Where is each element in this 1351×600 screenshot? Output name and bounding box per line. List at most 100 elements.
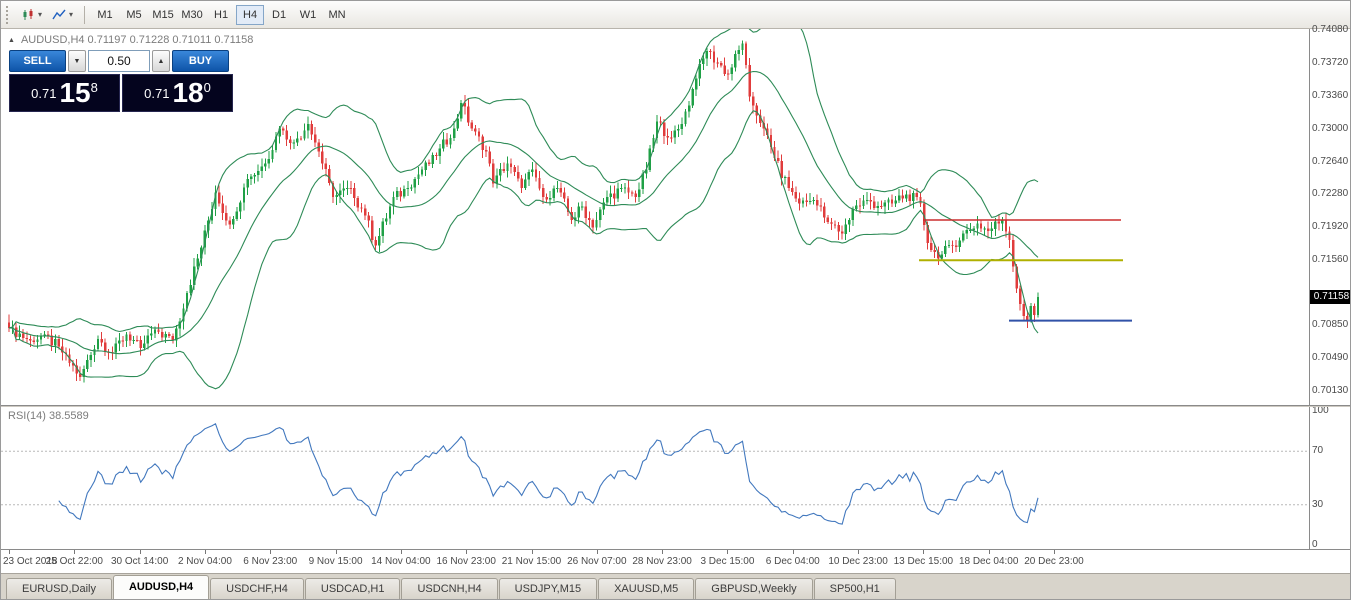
time-axis-tick (531, 550, 533, 554)
time-axis-label: 9 Nov 15:00 (308, 556, 363, 567)
time-axis-tick (270, 550, 272, 554)
time-axis-label: 14 Nov 04:00 (371, 556, 431, 567)
price-axis-label: 0.70130 (1312, 384, 1349, 396)
chart-tab-eurusd-daily[interactable]: EURUSD,Daily (6, 578, 112, 599)
rsi-indicator-label: RSI(14) 38.5589 (8, 410, 89, 422)
indicator-line-icon (52, 9, 66, 19)
price-axis-label: 0.73360 (1312, 89, 1349, 101)
symbol-ohlc-text: AUDUSD,H4 0.71197 0.71228 0.71011 0.7115… (20, 34, 254, 46)
chart-workspace: ▲ AUDUSD,H4 0.71197 0.71228 0.71011 0.71… (1, 15, 1350, 575)
time-axis-tick (139, 550, 141, 554)
sell-price-main: 0.71 (31, 85, 57, 101)
trade-panel-controls: SELL ▼ ▲ BUY (9, 50, 233, 72)
chart-tab-usdcnh-h4[interactable]: USDCNH,H4 (401, 578, 498, 599)
time-axis-tick (400, 550, 402, 554)
time-axis-label: 20 Dec 23:00 (1024, 556, 1084, 567)
price-axis[interactable]: 0.74080 0.73720 0.73360 0.73000 0.72640 0.722… (1309, 24, 1350, 575)
price-chart-pane[interactable]: ▲ AUDUSD,H4 0.71197 0.71228 0.71011 0.71… (1, 15, 1309, 405)
timeframe-W1[interactable]: W1 (294, 5, 322, 25)
toolbar-drag-handle[interactable] (6, 5, 11, 24)
time-axis-label: 6 Nov 23:00 (243, 556, 298, 567)
price-axis-label: 0.71920 (1312, 221, 1349, 233)
symbol-marker-icon: ▲ (8, 36, 15, 44)
timeframe-D1[interactable]: D1 (265, 5, 293, 25)
timeframe-toolbar: M1 M5 M15 M30 H1 H4 D1 W1 MN (91, 4, 351, 25)
price-axis-label: 0.70490 (1312, 352, 1349, 364)
price-axis-label: 0.71560 (1312, 254, 1349, 266)
rsi-axis-label: 30 (1312, 498, 1324, 510)
volume-input[interactable] (88, 50, 150, 72)
time-axis[interactable]: 23 Oct 2018 25 Oct 22:00 30 Oct 14:00 2 Nov… (1, 549, 1350, 575)
buy-price-big: 18 (172, 77, 204, 108)
bollinger-middle-band (8, 70, 1039, 355)
time-axis-tick (204, 550, 206, 554)
time-axis-label: 28 Nov 23:00 (632, 556, 692, 567)
time-axis-tick (335, 550, 337, 554)
price-axis-label: 0.72640 (1312, 155, 1349, 167)
chart-tab-usdchf-h4[interactable]: USDCHF,H4 (210, 578, 304, 599)
chart-tab-sp500-h1[interactable]: SP500,H1 (813, 578, 896, 599)
timeframe-M15[interactable]: M15 (149, 5, 177, 25)
sell-price-display[interactable]: 0.71 15 8 (9, 74, 120, 112)
sell-button[interactable]: SELL (9, 50, 66, 72)
top-toolbar: ▾ ▾ M1 M5 M15 M30 H1 H4 D1 W1 MN (1, 1, 1350, 29)
price-axis-label: 0.72280 (1312, 188, 1349, 200)
price-chart[interactable] (1, 15, 1309, 405)
timeframe-H4[interactable]: H4 (236, 4, 265, 25)
time-axis-tick (662, 550, 664, 554)
rsi-axis-label: 100 (1312, 405, 1329, 416)
rsi-chart[interactable] (1, 407, 1309, 549)
time-axis-tick (74, 550, 76, 554)
time-axis-tick (596, 550, 598, 554)
rsi-indicator-pane[interactable]: RSI(14) 38.5589 (1, 407, 1309, 549)
time-axis-label: 2 Nov 04:00 (177, 556, 232, 567)
symbol-info: ▲ AUDUSD,H4 0.71197 0.71228 0.71011 0.71… (8, 34, 253, 46)
time-axis-label: 6 Dec 04:00 (765, 556, 820, 567)
time-axis-tick (792, 550, 794, 554)
chart-tab-usdcad-h1[interactable]: USDCAD,H1 (304, 578, 401, 599)
buy-price-sup: 0 (203, 80, 211, 95)
chart-tab-bar: EURUSD,Daily AUDUSD,H4 USDCHF,H4 USDCAD,H1 U… (1, 573, 1350, 599)
time-axis-label: 30 Oct 14:00 (110, 556, 169, 567)
time-axis-label: 23 Oct 2018 (3, 556, 58, 567)
time-axis-tick (727, 550, 729, 554)
rsi-axis-label: 0 (1312, 539, 1318, 550)
price-axis-label: 0.70850 (1312, 319, 1349, 331)
chart-tab-usdjpy-m15[interactable]: USDJPY,M15 (498, 578, 598, 599)
time-axis-label: 10 Dec 23:00 (828, 556, 888, 567)
timeframe-M5[interactable]: M5 (120, 5, 148, 25)
timeframe-H1[interactable]: H1 (207, 5, 235, 25)
time-axis-tick (858, 550, 860, 554)
time-axis-tick (1054, 550, 1055, 554)
chart-type-button[interactable]: ▾ (16, 4, 47, 26)
price-axis-label: 0.73000 (1312, 122, 1349, 134)
indicators-button[interactable]: ▾ (47, 4, 78, 26)
time-axis-label: 21 Nov 15:00 (501, 556, 562, 567)
time-axis-label: 13 Dec 15:00 (893, 556, 954, 567)
chevron-down-icon: ▾ (38, 9, 43, 19)
chart-tab-audusd-h4[interactable]: AUDUSD,H4 (112, 575, 210, 599)
rsi-axis-label: 70 (1312, 445, 1324, 457)
chart-tab-xauusd-m5[interactable]: XAUUSD,M5 (598, 578, 695, 599)
time-axis-tick (988, 550, 990, 554)
volume-increase-button[interactable]: ▲ (152, 50, 170, 72)
price-axis-label: 0.73720 (1312, 56, 1349, 68)
timeframe-M30[interactable]: M30 (178, 5, 206, 25)
candlestick-chart-icon (23, 8, 33, 20)
buy-price-display[interactable]: 0.71 18 0 (122, 74, 233, 112)
sell-price-sup: 8 (90, 80, 98, 95)
buy-button[interactable]: BUY (172, 50, 229, 72)
bollinger-upper-band (8, 15, 1039, 333)
time-axis-label: 18 Dec 04:00 (958, 556, 1019, 567)
timeframe-MN[interactable]: MN (323, 5, 351, 25)
pane-splitter[interactable] (1, 405, 1350, 407)
time-axis-label: 16 Nov 23:00 (436, 556, 496, 567)
timeframe-M1[interactable]: M1 (91, 5, 119, 25)
chart-tab-gbpusd-weekly[interactable]: GBPUSD,Weekly (695, 578, 813, 599)
volume-decrease-button[interactable]: ▼ (68, 50, 86, 72)
caret-up-icon: ▲ (157, 57, 165, 65)
time-axis-tick (923, 550, 925, 554)
current-price-badge: 0.71158 (1310, 289, 1350, 304)
